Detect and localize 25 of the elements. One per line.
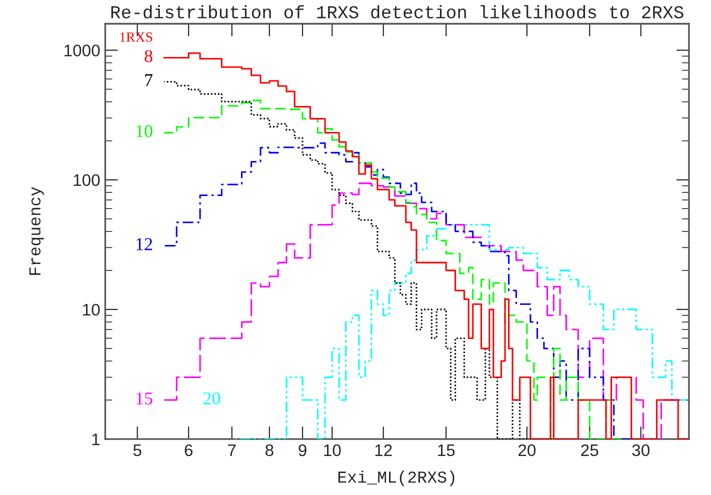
x-axis-title: Exi_ML(2RXS) <box>338 470 454 486</box>
y-tick-label: 100 <box>74 174 100 186</box>
x-tick-label: 12 <box>375 444 392 456</box>
x-tick-label: 15 <box>438 444 455 456</box>
x-tick-label: 6 <box>184 444 192 456</box>
series-label: 12 <box>136 238 152 250</box>
x-tick-label: 30 <box>632 444 650 456</box>
x-tick-label: 20 <box>518 444 536 456</box>
series-label: 8 <box>144 50 152 62</box>
y-tick-label: 10 <box>83 304 100 316</box>
series-label: 15 <box>136 392 152 405</box>
x-tick-label: 8 <box>266 444 274 456</box>
x-tick-label: 25 <box>581 444 598 456</box>
series-label: 10 <box>136 125 152 138</box>
x-tick-label: 5 <box>133 444 142 456</box>
chart-title: Re-distribution of 1RXS detection likelihoods to 2RXS <box>111 5 684 18</box>
text: 20 <box>204 392 220 405</box>
y-axis-title: Frequency <box>29 186 44 275</box>
x-tick-label: 7 <box>228 444 236 456</box>
x-tick-label: 10 <box>324 444 341 456</box>
series-label: 7 <box>145 74 152 86</box>
y-tick-label: 1 <box>92 434 100 446</box>
annotation: 1RXS <box>120 32 152 42</box>
y-tick-label: 1000 <box>64 44 100 56</box>
x-tick-label: 9 <box>298 444 306 456</box>
